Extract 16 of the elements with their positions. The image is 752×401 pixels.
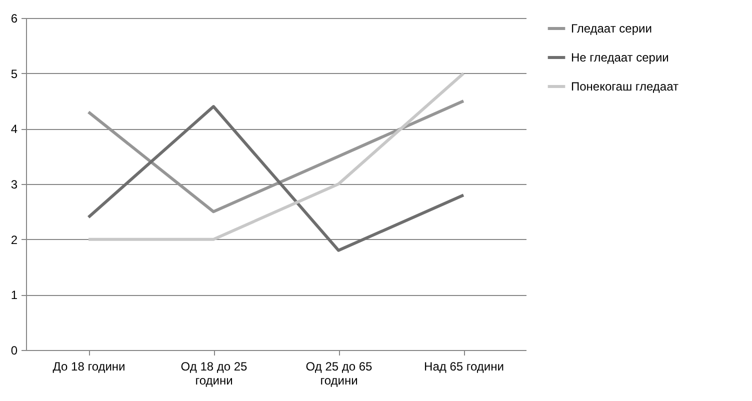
y-tick-label: 4 xyxy=(10,122,18,136)
x-tick-label: До 18 години xyxy=(52,360,126,374)
legend-label: Понекогаш гледаат xyxy=(571,80,680,94)
x-tick-label: Од 25 до 65 години xyxy=(306,360,373,388)
y-tick-label: 2 xyxy=(10,232,18,247)
line-series xyxy=(87,100,465,214)
legend-label: Гледаат серии xyxy=(571,22,652,36)
x-tick-label: Над 65 години xyxy=(424,360,504,374)
y-tick-label: 1 xyxy=(10,288,18,302)
x-tick-label: Од 18 до 25 години xyxy=(180,360,248,388)
legend-label: Не гледаат серии xyxy=(571,50,669,64)
y-tick-label: 6 xyxy=(10,12,18,26)
y-tick-label: 0 xyxy=(10,344,18,358)
line-series xyxy=(87,105,465,252)
y-tick-label: 3 xyxy=(10,178,18,192)
y-tick-label: 5 xyxy=(10,66,18,81)
